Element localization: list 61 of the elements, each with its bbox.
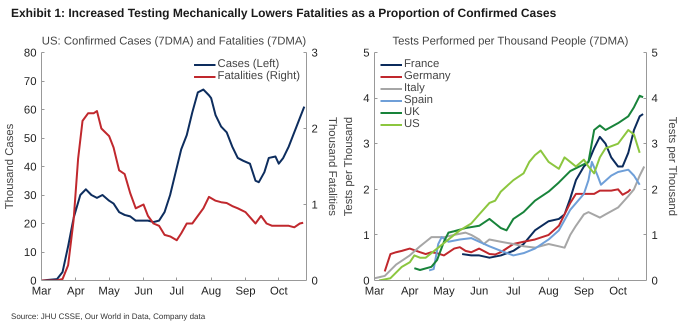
legend-label: Fatalities (Right)	[218, 70, 300, 82]
x-tick-label: Jul	[506, 286, 521, 298]
y2-tick-label: 2	[312, 124, 318, 136]
x-tick-label: Mar	[32, 286, 52, 298]
y-tick-label: 2	[363, 184, 370, 196]
x-tick-label: Sep	[235, 286, 256, 298]
legend-label: UK	[404, 106, 421, 118]
y2-tick-label: 3	[312, 48, 318, 60]
y-tick-label: 20	[24, 218, 37, 230]
y2-tick-label: 5	[652, 48, 658, 60]
source-note: Source: JHU CSSE, Our World in Data, Company data	[11, 311, 206, 322]
x-tick-label: Apr	[400, 286, 419, 298]
x-tick-label: Apr	[67, 286, 85, 298]
y-tick-label: 30	[24, 190, 37, 202]
x-tick-label: Jun	[134, 286, 153, 298]
line-series	[384, 188, 632, 272]
legend-label: Germany	[404, 70, 451, 82]
x-tick-label: Oct	[609, 286, 628, 298]
y2-tick-label: 0	[652, 276, 658, 288]
y-tick-label: 4	[363, 93, 370, 106]
x-tick-label: Jul	[170, 286, 184, 298]
line-series	[378, 129, 641, 280]
y-tick-label: 10	[24, 247, 37, 259]
y-tick-label: 0	[30, 276, 37, 288]
legend-label: Spain	[404, 94, 433, 106]
y2-tick-label: 1	[312, 200, 318, 212]
y-tick-label: 1	[363, 230, 370, 242]
chart-subtitle: US: Confirmed Cases (7DMA) and Fatalities (7DMA)	[42, 36, 306, 48]
legend-label: US	[404, 118, 421, 130]
y-tick-label: 5	[363, 48, 370, 60]
y-tick-label: 80	[24, 48, 37, 60]
y2-tick-label: 1	[652, 230, 658, 242]
x-tick-label: Jun	[470, 286, 488, 298]
chart-title: Tests Performed per Thousand People (7DMA)	[392, 36, 629, 48]
y2-axis-title: Thousand Fatalities	[326, 117, 338, 216]
y-tick-label: 40	[24, 162, 37, 174]
x-tick-label: Mar	[364, 286, 384, 298]
y2-tick-label: 4	[652, 93, 658, 106]
x-tick-label: Aug	[201, 286, 222, 298]
y-tick-label: 50	[24, 133, 37, 145]
legend-label: Cases (Left)	[218, 58, 280, 70]
y-axis-title: Tests per Thousand	[343, 116, 356, 216]
y-tick-label: 70	[24, 76, 37, 88]
line-series	[428, 160, 641, 272]
x-tick-label: May	[98, 286, 120, 298]
line-series	[461, 113, 644, 259]
legend-label: France	[404, 58, 440, 70]
y-tick-label: 0	[363, 276, 370, 288]
x-tick-label: Sep	[574, 286, 594, 298]
x-tick-label: May	[433, 286, 455, 298]
y2-tick-label: 2	[652, 184, 658, 196]
chart-title: Exhibit 1: Increased Testing Mechanically Lowers Fatalities as a Proportion of Confirmed Cases	[11, 5, 556, 22]
y-tick-label: 3	[363, 138, 370, 151]
x-tick-label: Oct	[270, 286, 288, 298]
y2-axis-title: Tests per Thousand	[666, 116, 678, 216]
x-tick-label: Aug	[538, 286, 559, 298]
y2-tick-label: 3	[652, 138, 658, 151]
y-tick-label: 60	[24, 104, 37, 116]
y2-tick-label: 0	[312, 276, 318, 288]
y-axis-title: Thousand Cases	[4, 123, 16, 210]
legend-label: Italy	[404, 82, 425, 94]
